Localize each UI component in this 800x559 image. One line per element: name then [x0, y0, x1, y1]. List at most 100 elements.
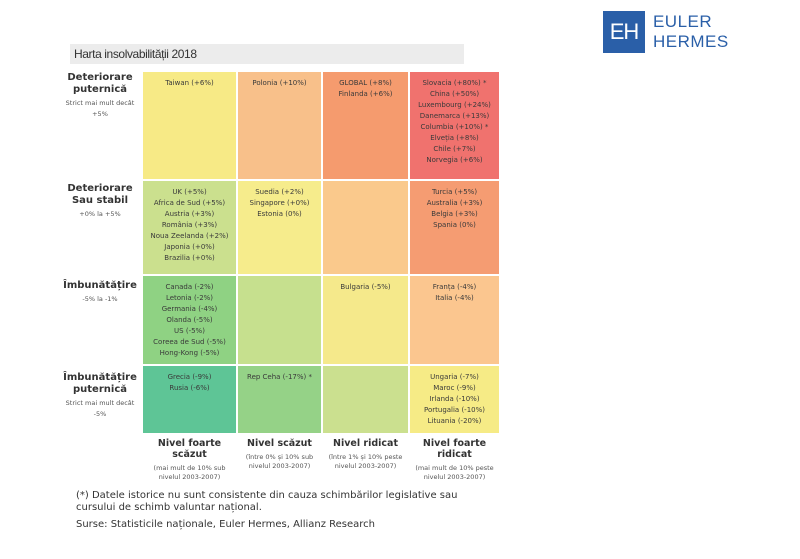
cell-country-list: Canada (-2%) Letonia (-2%) Germania (-4%) O… [143, 282, 236, 359]
country-label: Italia (-4%) [435, 294, 474, 302]
country-label: Germania (-4%) [161, 305, 218, 313]
cell-country-list: Polonia (+10%) [238, 78, 321, 89]
country-label: Austria (+3%) [164, 210, 215, 218]
cell-country-list: Bulgaria (-5%) [323, 282, 408, 293]
country-label: Africa de Sud (+5%) [153, 199, 226, 207]
column-label: Nivel ridicat (între 1% și 10% peste nive… [321, 438, 411, 471]
row-label-range: Strict mai mult decât +5% [65, 99, 135, 118]
logo-wordmark: EULER HERMES [652, 12, 729, 51]
row-label: Îmbunătățire -5% la -1% [62, 280, 138, 305]
column-label-title: Nivel foarte ridicat [422, 438, 487, 460]
cell-country-list: Grecia (-9%) Rusia (-6%) [143, 372, 236, 394]
country-label: Suedia (+2%) [255, 188, 304, 196]
column-label: Nivel foarte ridicat (mai mult de 10% pes… [410, 438, 500, 482]
row-label-title: Îmbunătățire [63, 280, 137, 291]
cell-country-list: Turcia (+5%) Australia (+3%) Belgia (+3%) S… [410, 187, 499, 231]
footnote: (*) Datele istorice nu sunt consistente … [76, 490, 458, 513]
cell-country-list: Franța (-4%) Italia (-4%) [410, 282, 499, 304]
column-label-range: (mai mult de 10% peste nivelul 2003-2007… [415, 464, 494, 481]
heatmap-cell [323, 181, 408, 274]
heatmap-cell: Canada (-2%) Letonia (-2%) Germania (-4%) O… [143, 276, 236, 364]
country-label: Lituania (-20%) [427, 417, 482, 425]
cell-country-list: Slovacia (+80%) * China (+50%) Luxembourg … [410, 78, 499, 166]
heatmap-cell: GLOBAL (+8%) Finlanda (+6%) [323, 72, 408, 179]
column-label-range: (între 0% și 10% sub nivelul 2003-2007) [245, 453, 314, 470]
column-label-title: Nivel ridicat [333, 438, 398, 449]
country-label: Franța (-4%) [432, 283, 477, 291]
heatmap-cell: Turcia (+5%) Australia (+3%) Belgia (+3%) S… [410, 181, 499, 274]
row-label-range: Strict mai mult decât -5% [65, 399, 135, 418]
country-label: US (-5%) [174, 327, 205, 335]
column-label-range: (mai mult de 10% sub nivelul 2003-2007) [153, 464, 226, 481]
country-label: Coreea de Sud (-5%) [153, 338, 226, 346]
heatmap-cell: Ungaria (-7%) Maroc (-9%) Irlanda (-10%) Po… [410, 366, 499, 433]
euler-hermes-logo: EH EULER HERMES [603, 11, 793, 53]
country-label: Belgia (+3%) [431, 210, 478, 218]
cell-country-list: Ungaria (-7%) Maroc (-9%) Irlanda (-10%) Po… [410, 372, 499, 427]
cell-country-list: GLOBAL (+8%) Finlanda (+6%) [323, 78, 408, 100]
row-label-title: Deteriorare Sau stabil [67, 183, 133, 206]
country-label: Polonia (+10%) [252, 79, 307, 87]
row-label-range: -5% la -1% [82, 295, 118, 303]
country-label: Australia (+3%) [426, 199, 483, 207]
country-label: Rusia (-6%) [169, 384, 210, 392]
country-label: Brazilia (+0%) [164, 254, 215, 262]
heatmap-cell: Suedia (+2%) Singapore (+0%) Estonia (0%) [238, 181, 321, 274]
country-label: Chile (+7%) [433, 145, 476, 153]
country-label: România (+3%) [161, 221, 218, 229]
country-label: Letonia (-2%) [165, 294, 214, 302]
heatmap-cell [323, 366, 408, 433]
country-label: Finlanda (+6%) [338, 90, 393, 98]
country-label: Bulgaria (-5%) [340, 283, 391, 291]
country-label: Estonia (0%) [257, 210, 302, 218]
heatmap-cell: Taiwan (+6%) [143, 72, 236, 179]
column-label-range: (între 1% și 10% peste nivelul 2003-2007… [328, 453, 403, 470]
country-label: Slovacia (+80%) * [422, 79, 487, 87]
country-label: Hong-Kong (-5%) [159, 349, 220, 357]
country-label: Grecia (-9%) [167, 373, 212, 381]
heatmap-cell: Polonia (+10%) [238, 72, 321, 179]
column-label: Nivel scăzut (între 0% și 10% sub nivelul… [235, 438, 325, 471]
column-label-title: Nivel foarte scăzut [157, 438, 222, 460]
country-label: Columbia (+10%) * [420, 123, 489, 131]
cell-country-list: Rep Ceha (-17%) * [238, 372, 321, 383]
country-label: UK (+5%) [172, 188, 207, 196]
country-label: Singapore (+0%) [249, 199, 310, 207]
heatmap-cell [238, 276, 321, 364]
cell-country-list: Taiwan (+6%) [143, 78, 236, 89]
country-label: Maroc (-9%) [433, 384, 476, 392]
row-label-title: Îmbunătățire puternică [63, 372, 137, 395]
country-label: Turcia (+5%) [431, 188, 478, 196]
heatmap-cell: UK (+5%) Africa de Sud (+5%) Austria (+3%)… [143, 181, 236, 274]
country-label: GLOBAL (+8%) [339, 79, 392, 87]
country-label: Irlanda (-10%) [429, 395, 480, 403]
heatmap-cell: Bulgaria (-5%) [323, 276, 408, 364]
country-label: Rep Ceha (-17%) * [247, 373, 312, 381]
heatmap-cell: Grecia (-9%) Rusia (-6%) [143, 366, 236, 433]
country-label: Noua Zeelanda (+2%) [150, 232, 229, 240]
heatmap-cell: Rep Ceha (-17%) * [238, 366, 321, 433]
logo-mark: EH [603, 11, 645, 53]
row-label: Deteriorare Sau stabil +0% la +5% [62, 183, 138, 220]
country-label: Olanda (-5%) [166, 316, 213, 324]
cell-country-list: Suedia (+2%) Singapore (+0%) Estonia (0%) [238, 187, 321, 220]
country-label: Japonia (+0%) [164, 243, 215, 251]
row-label-range: +0% la +5% [79, 210, 121, 218]
country-label: Spania (0%) [433, 221, 476, 229]
country-label: Luxembourg (+24%) [418, 101, 491, 109]
country-label: Elveția (+8%) [430, 134, 479, 142]
country-label: Taiwan (+6%) [165, 79, 214, 87]
country-label: Canada (-2%) [165, 283, 214, 291]
row-label-title: Deteriorare puternică [67, 72, 133, 95]
country-label: Norvegia (+6%) [426, 156, 483, 164]
column-label: Nivel foarte scăzut (mai mult de 10% sub … [145, 438, 235, 482]
country-label: China (+50%) [429, 90, 480, 98]
country-label: Portugalia (-10%) [424, 406, 485, 414]
heatmap-cell: Franța (-4%) Italia (-4%) [410, 276, 499, 364]
country-label: Danemarca (+13%) [419, 112, 490, 120]
row-label: Îmbunătățire puternică Strict mai mult de… [62, 372, 138, 420]
cell-country-list: UK (+5%) Africa de Sud (+5%) Austria (+3%)… [143, 187, 236, 264]
column-label-title: Nivel scăzut [247, 438, 312, 449]
chart-title-bar: Harta insolvabilității 2018 [70, 44, 464, 64]
chart-title: Harta insolvabilității 2018 [74, 47, 197, 61]
